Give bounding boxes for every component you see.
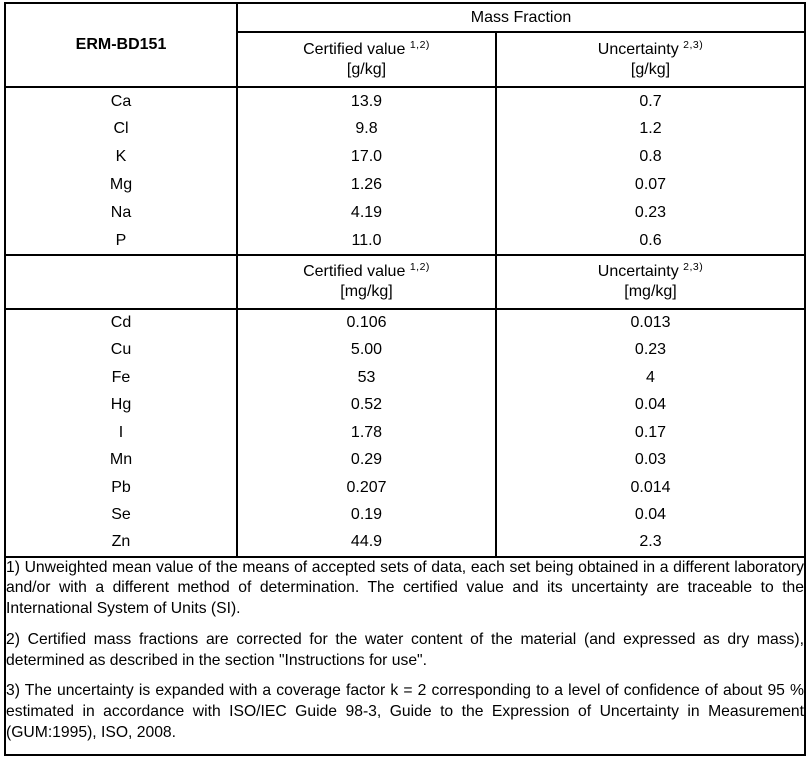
certified-value-cell: 1.78 xyxy=(237,419,497,447)
section-gkg-rows: Ca 13.9 0.7 Cl 9.8 1.2 K 17.0 0.8 M xyxy=(5,87,805,255)
uncertainty-cell: 0.013 xyxy=(630,314,671,332)
footnote-3: 3) The uncertainty is expanded with a co… xyxy=(6,682,804,742)
uncertainty-label: Uncertainty xyxy=(597,263,679,280)
certified-value-cell: 0.106 xyxy=(237,309,497,337)
uncertainty-label: Uncertainty xyxy=(597,40,679,58)
uncertainty-cell: 4 xyxy=(646,368,655,386)
element-cell: Cl xyxy=(5,115,238,143)
table-header: ERM-BD151 Mass Fraction Certified value … xyxy=(5,3,805,87)
footnote-ref: 2,3) xyxy=(683,261,704,273)
certified-value-cell: 53 xyxy=(237,364,497,392)
unit-label: [g/kg] xyxy=(630,60,671,78)
element-cell: Hg xyxy=(5,391,238,419)
table-row: Hg 0.52 0.04 xyxy=(5,391,805,419)
footnote-ref: 2,3) xyxy=(683,38,704,51)
table-row: I 1.78 0.17 xyxy=(5,419,805,447)
certified-values-table: ERM-BD151 Mass Fraction Certified value … xyxy=(4,2,806,756)
table-row: K 17.0 0.8 xyxy=(5,143,805,171)
certified-value-header-gkg: Certified value 1,2) [g/kg] xyxy=(237,32,497,87)
element-cell: Na xyxy=(5,199,238,227)
uncertainty-header-mgkg: Uncertainty 2,3) [mg/kg] xyxy=(496,255,805,309)
table-row: Cl 9.8 1.2 xyxy=(5,115,805,143)
uncertainty-cell: 0.014 xyxy=(630,478,671,496)
certified-value-cell: 0.19 xyxy=(237,501,497,529)
certified-value-cell: 17.0 xyxy=(237,143,497,171)
material-id: ERM-BD151 xyxy=(5,3,238,87)
certified-value-label: Certified value xyxy=(303,263,406,280)
table-row: Na 4.19 0.23 xyxy=(5,199,805,227)
uncertainty-cell: 0.03 xyxy=(634,451,667,469)
table-row: Fe 53 4 xyxy=(5,364,805,392)
table-row: Se 0.19 0.04 xyxy=(5,501,805,529)
certified-value-cell: 0.29 xyxy=(237,446,497,474)
uncertainty-cell: 0.7 xyxy=(639,92,662,110)
uncertainty-cell: 0.23 xyxy=(634,341,667,359)
certified-value-cell: 11.0 xyxy=(237,227,497,255)
section-mgkg-rows: Cd 0.106 0.013 Cu 5.00 0.23 Fe 53 4 xyxy=(5,309,805,557)
element-cell: K xyxy=(5,143,238,171)
table-row: Mn 0.29 0.03 xyxy=(5,446,805,474)
table-row: Cu 5.00 0.23 xyxy=(5,336,805,364)
certified-value-cell: 0.52 xyxy=(237,391,497,419)
element-cell: Fe xyxy=(5,364,238,392)
footnote-1: 1) Unweighted mean value of the means of… xyxy=(6,558,804,618)
element-cell: Cd xyxy=(5,309,238,337)
certified-value-cell: 9.8 xyxy=(237,115,497,143)
footnotes-cell: 1) Unweighted mean value of the means of… xyxy=(5,557,805,755)
footnote-ref: 1,2) xyxy=(409,38,430,51)
unit-label: [mg/kg] xyxy=(624,283,677,300)
element-cell: Cu xyxy=(5,336,238,364)
certified-value-cell: 1.26 xyxy=(237,171,497,199)
certified-value-cell: 5.00 xyxy=(237,336,497,364)
table-row: Zn 44.9 2.3 xyxy=(5,529,805,557)
uncertainty-cell: 1.2 xyxy=(639,120,662,137)
empty-cell xyxy=(5,255,238,309)
certified-value-label: Certified value xyxy=(303,40,406,58)
element-cell: Ca xyxy=(5,87,238,115)
table-row: Cd 0.106 0.013 xyxy=(5,309,805,337)
element-cell: P xyxy=(5,227,238,255)
element-cell: Zn xyxy=(5,529,238,557)
uncertainty-cell: 0.07 xyxy=(634,176,667,193)
footnotes-block: 1) Unweighted mean value of the means of… xyxy=(5,557,805,755)
uncertainty-cell: 0.23 xyxy=(634,204,667,221)
element-cell: Mn xyxy=(5,446,238,474)
element-cell: Mg xyxy=(5,171,238,199)
unit-label: [g/kg] xyxy=(346,60,387,78)
element-cell: I xyxy=(5,419,238,447)
uncertainty-cell: 0.04 xyxy=(634,506,667,524)
footnote-2: 2) Certified mass fractions are correcte… xyxy=(6,630,804,669)
certified-value-cell: 0.207 xyxy=(237,474,497,502)
uncertainty-cell: 0.04 xyxy=(634,396,667,414)
certified-value-header-mgkg: Certified value 1,2) [mg/kg] xyxy=(237,255,497,309)
certified-value-cell: 13.9 xyxy=(237,87,497,115)
table-row: Ca 13.9 0.7 xyxy=(5,87,805,115)
footnote-ref: 1,2) xyxy=(409,261,430,273)
element-cell: Se xyxy=(5,501,238,529)
uncertainty-cell: 0.6 xyxy=(639,231,662,249)
uncertainty-cell: 0.8 xyxy=(639,148,662,165)
table-row: Pb 0.207 0.014 xyxy=(5,474,805,502)
element-cell: Pb xyxy=(5,474,238,502)
mass-fraction-header: Mass Fraction xyxy=(237,3,805,33)
table-row: Mg 1.26 0.07 xyxy=(5,171,805,199)
uncertainty-cell: 2.3 xyxy=(639,533,662,551)
unit-label: [mg/kg] xyxy=(340,283,393,300)
certified-value-cell: 44.9 xyxy=(237,529,497,557)
table-row: P 11.0 0.6 xyxy=(5,227,805,255)
section-mgkg-header: Certified value 1,2) [mg/kg] Uncertainty… xyxy=(5,255,805,309)
uncertainty-cell: 0.17 xyxy=(634,423,667,441)
certified-value-cell: 4.19 xyxy=(237,199,497,227)
uncertainty-header-gkg: Uncertainty 2,3) [g/kg] xyxy=(496,32,805,87)
